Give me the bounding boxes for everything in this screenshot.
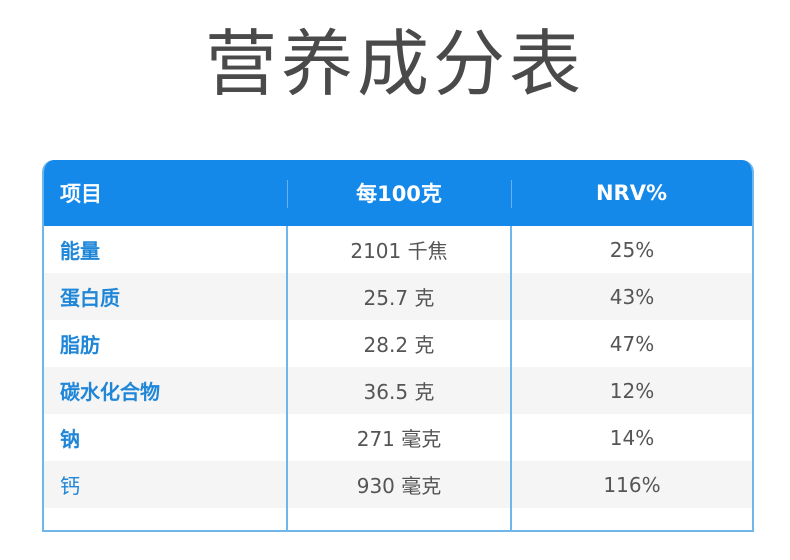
row-item: 钠 bbox=[60, 427, 80, 451]
row-per-100g: 36.5 克 bbox=[286, 367, 511, 414]
row-nrv: 25% bbox=[510, 226, 752, 273]
table-spacer-row bbox=[44, 508, 752, 530]
spacer-cell bbox=[44, 508, 287, 530]
spacer-cell bbox=[286, 508, 511, 530]
table-row: 钠 271 毫克 14% bbox=[44, 414, 752, 461]
row-per-100g: 271 毫克 bbox=[286, 414, 511, 461]
header-nrv: NRV% bbox=[511, 160, 752, 226]
table-row: 蛋白质 25.7 克 43% bbox=[44, 273, 752, 320]
row-item: 蛋白质 bbox=[60, 286, 120, 310]
row-per-100g: 930 毫克 bbox=[286, 461, 511, 508]
page-title: 营养成分表 bbox=[204, 22, 585, 106]
row-nrv: 14% bbox=[510, 414, 752, 461]
spacer-cell bbox=[510, 508, 752, 530]
row-per-100g: 25.7 克 bbox=[286, 273, 511, 320]
row-nrv: 12% bbox=[510, 367, 752, 414]
header-per-100g: 每100克 bbox=[287, 160, 511, 226]
table-row: 能量 2101 千焦 25% bbox=[44, 226, 752, 273]
row-per-100g: 28.2 克 bbox=[286, 320, 511, 367]
row-item: 脂肪 bbox=[60, 333, 100, 357]
row-item: 能量 bbox=[60, 239, 100, 263]
row-item: 碳水化合物 bbox=[60, 380, 160, 404]
row-nrv: 116% bbox=[510, 461, 752, 508]
nutrition-table: 项目 每100克 NRV% 能量 2101 千焦 25% 蛋白质 25.7 克 … bbox=[42, 160, 754, 532]
row-nrv: 43% bbox=[510, 273, 752, 320]
table-row: 碳水化合物 36.5 克 12% bbox=[44, 367, 752, 414]
row-item: 钙 bbox=[60, 474, 80, 498]
table-row: 脂肪 28.2 克 47% bbox=[44, 320, 752, 367]
row-per-100g: 2101 千焦 bbox=[286, 226, 511, 273]
table-header-row: 项目 每100克 NRV% bbox=[44, 160, 752, 226]
table-row: 钙 930 毫克 116% bbox=[44, 461, 752, 508]
row-nrv: 47% bbox=[510, 320, 752, 367]
header-item: 项目 bbox=[60, 182, 102, 206]
